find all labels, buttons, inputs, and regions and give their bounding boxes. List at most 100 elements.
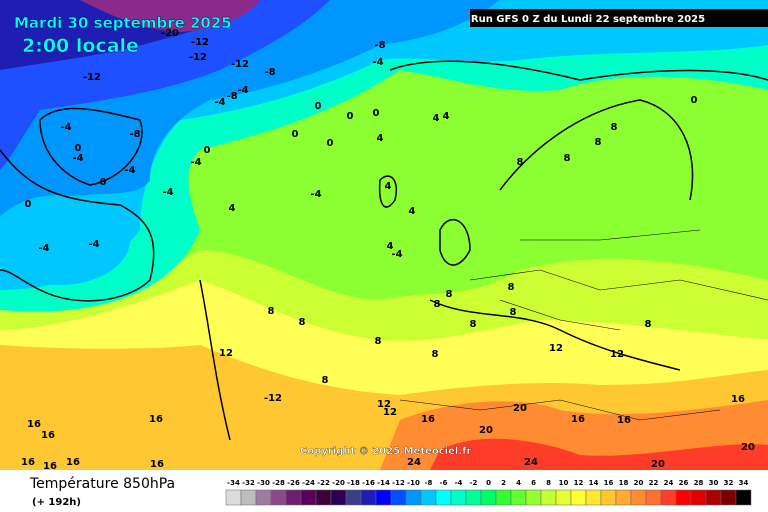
scale-tick-label: -2: [470, 479, 478, 487]
scale-swatch: [225, 489, 242, 506]
contour-label: 4: [229, 203, 236, 214]
scale-swatch: [720, 489, 737, 506]
scale-tick-label: 12: [574, 479, 584, 487]
scale-swatch: [525, 489, 542, 506]
contour-label: 4: [387, 241, 394, 252]
color-scale: -34 -32 -30 -28 -26 -24 -22 -20 -18 -16 -14 -12 -10-…: [225, 479, 752, 506]
scale-swatch: [675, 489, 692, 506]
scale-swatch: [705, 489, 722, 506]
contour-label: -4: [72, 153, 83, 164]
contour-label: 8: [517, 157, 524, 168]
footer-title: Température 850hPa: [29, 476, 175, 492]
scale-swatch: [510, 489, 527, 506]
contour-label: 12: [549, 343, 563, 354]
contour-label: 24: [524, 457, 538, 468]
scale-tick-label: 26: [679, 479, 689, 487]
contour-label: 8: [432, 349, 439, 360]
scale-swatch: [405, 489, 422, 506]
contour-label: 0: [315, 101, 322, 112]
contour-label: -4: [88, 239, 99, 250]
contour-label: 8: [375, 336, 382, 347]
contour-label: 12: [377, 399, 391, 410]
contour-label: 4: [433, 113, 440, 124]
scale-tick-label: 16: [604, 479, 614, 487]
scale-swatch: [645, 489, 662, 506]
contour-label: 8: [508, 282, 515, 293]
contour-label: 8: [322, 375, 329, 386]
contour-label: 8: [434, 299, 441, 310]
contour-label: 16: [150, 459, 164, 470]
scale-tick-label: -24: [302, 479, 315, 487]
scale-swatch: [480, 489, 497, 506]
field-zone: [430, 438, 768, 470]
scale-swatch: [285, 489, 302, 506]
contour-label: 16: [731, 394, 745, 405]
scale-tick-label: -10: [407, 479, 420, 487]
scale-swatch: [360, 489, 377, 506]
contour-label: 8: [564, 153, 571, 164]
scale-swatch: [735, 489, 752, 506]
contour-label: -4: [38, 243, 49, 254]
contour-label: -4: [214, 97, 225, 108]
contour-label: 16: [66, 457, 80, 468]
contour-label: 0: [373, 108, 380, 119]
scale-tick-label: 18: [619, 479, 629, 487]
run-info: Run GFS 0 Z du Lundi 22 septembre 2025: [471, 14, 705, 25]
field-zone: [0, 195, 130, 285]
scale-tick-label: -18: [347, 479, 360, 487]
contour-label: 4: [409, 206, 416, 217]
time: 2:00 locale: [22, 35, 139, 57]
scale-swatch: [660, 489, 677, 506]
scale-swatch: [375, 489, 392, 506]
contour-label: -12: [231, 59, 249, 70]
contour-label: -12: [191, 37, 209, 48]
contour-label: 0: [25, 199, 32, 210]
scale-swatch: [555, 489, 572, 506]
contour-label: 8: [299, 317, 306, 328]
contour-label: 4: [443, 111, 450, 122]
contour-label: 0: [327, 138, 334, 149]
contour-label: -12: [189, 52, 207, 63]
copyright: Copyright © 2025 Meteociel.fr: [300, 446, 471, 457]
contour-label: -4: [124, 165, 135, 176]
date: Mardi 30 septembre 2025: [14, 14, 232, 32]
contour-label: -4: [310, 189, 321, 200]
contour-label: -4: [391, 249, 402, 260]
scale-swatch: [315, 489, 332, 506]
scale-swatch: [450, 489, 467, 506]
contour-label: -12: [264, 393, 282, 404]
contour-label: 0: [347, 111, 354, 122]
scale-tick-label: -4: [455, 479, 463, 487]
scale-tick-label: 24: [664, 479, 674, 487]
scale-tick-label: -28: [272, 479, 285, 487]
contour-label: 0: [204, 145, 211, 156]
scale-tick-label: 22: [649, 479, 659, 487]
contour-label: 16: [571, 414, 585, 425]
borders: [399, 229, 768, 421]
scale-tick-label: -30: [257, 479, 270, 487]
contour-label: 16: [21, 457, 35, 468]
contour-label: 16: [421, 414, 435, 425]
contour-label: -20: [161, 28, 179, 39]
contour-label: 12: [219, 348, 233, 359]
scale-tick-label: -22: [317, 479, 330, 487]
scale-swatch: [300, 489, 317, 506]
contour-label: 12: [383, 407, 397, 418]
contour-label: 24: [407, 457, 421, 468]
scale-tick-label: 8: [546, 479, 551, 487]
scale-swatch: [270, 489, 287, 506]
footer-lead: (+ 192h): [32, 497, 81, 508]
contour-label: 16: [27, 419, 41, 430]
contour-label: 20: [513, 403, 527, 414]
scale-tick-label: 0: [486, 479, 491, 487]
contour-label: 0: [100, 177, 107, 188]
scale-swatch: [420, 489, 437, 506]
scale-swatch: [435, 489, 452, 506]
contour-label: 8: [595, 137, 602, 148]
contour-label: 16: [41, 430, 55, 441]
scale-tick-label: -34: [227, 479, 240, 487]
contour-label: 12: [610, 349, 624, 360]
scale-tick-label: -12: [392, 479, 405, 487]
contour-label: -12: [83, 72, 101, 83]
